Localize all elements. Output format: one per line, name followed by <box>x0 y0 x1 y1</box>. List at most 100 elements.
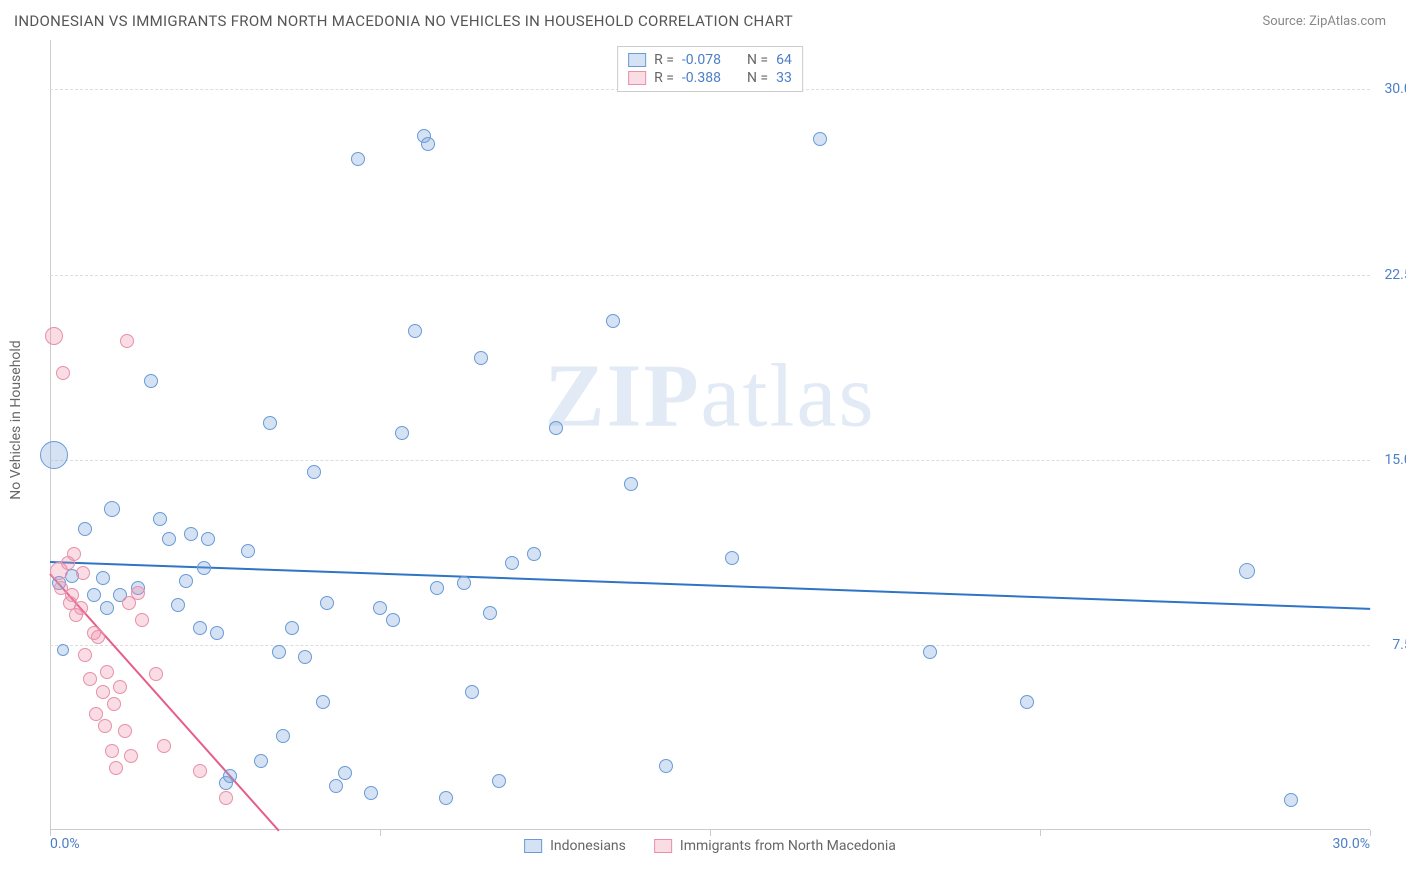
y-axis-label: No Vehicles in Household <box>8 340 24 499</box>
watermark: ZIPatlas <box>545 344 876 447</box>
data-point <box>1020 695 1034 709</box>
data-point <box>421 137 435 151</box>
data-point <box>298 650 312 664</box>
data-point <box>91 630 105 644</box>
data-point <box>316 695 330 709</box>
r-label: R = <box>654 52 674 68</box>
data-point <box>505 556 519 570</box>
data-point <box>351 152 365 166</box>
n-label: N = <box>747 52 768 68</box>
scatter-plot: ZIPatlas 7.5%15.0%22.5%30.0%0.0%30.0% <box>50 40 1370 830</box>
data-point <box>78 522 92 536</box>
legend-swatch <box>628 71 646 85</box>
data-point <box>100 665 114 679</box>
x-tick-label: 30.0% <box>1332 836 1370 852</box>
data-point <box>171 598 185 612</box>
y-axis-line <box>50 40 51 830</box>
data-point <box>184 527 198 541</box>
data-point <box>131 586 145 600</box>
legend-row: R =-0.388N =33 <box>628 69 792 87</box>
data-point <box>100 601 114 615</box>
legend-swatch <box>628 53 646 67</box>
data-point <box>118 724 132 738</box>
data-point <box>149 667 163 681</box>
data-point <box>272 645 286 659</box>
data-point <box>45 327 63 345</box>
data-point <box>320 596 334 610</box>
data-point <box>104 501 120 517</box>
data-point <box>105 744 119 758</box>
data-point <box>98 719 112 733</box>
data-point <box>373 601 387 615</box>
data-point <box>201 532 215 546</box>
data-point <box>157 739 171 753</box>
data-point <box>923 645 937 659</box>
legend-swatch <box>524 839 542 853</box>
y-tick-label: 7.5% <box>1392 637 1406 653</box>
data-point <box>338 766 352 780</box>
x-tick <box>380 830 381 836</box>
data-point <box>57 644 69 656</box>
data-point <box>193 764 207 778</box>
y-tick-label: 30.0% <box>1384 81 1406 97</box>
data-point <box>276 729 290 743</box>
data-point <box>527 547 541 561</box>
data-point <box>285 621 299 635</box>
legend-swatch <box>654 839 672 853</box>
x-tick <box>1370 830 1371 836</box>
data-point <box>725 551 739 565</box>
data-point <box>263 416 277 430</box>
data-point <box>40 441 68 469</box>
data-point <box>89 707 103 721</box>
data-point <box>364 786 378 800</box>
data-point <box>162 532 176 546</box>
chart-title: INDONESIAN VS IMMIGRANTS FROM NORTH MACE… <box>14 12 793 30</box>
n-label: N = <box>747 70 768 86</box>
x-tick <box>1040 830 1041 836</box>
data-point <box>210 626 224 640</box>
data-point <box>1284 793 1298 807</box>
data-point <box>408 324 422 338</box>
r-label: R = <box>654 70 674 86</box>
data-point <box>109 761 123 775</box>
data-point <box>219 791 233 805</box>
data-point <box>83 672 97 686</box>
data-point <box>606 314 620 328</box>
data-point <box>67 547 81 561</box>
data-point <box>193 621 207 635</box>
data-point <box>96 571 110 585</box>
gridline-h <box>50 460 1370 461</box>
gridline-h <box>50 275 1370 276</box>
legend-item: Immigrants from North Macedonia <box>654 838 896 854</box>
data-point <box>96 685 110 699</box>
x-tick-label: 0.0% <box>50 836 80 852</box>
trend-line <box>50 561 1370 610</box>
data-point <box>465 685 479 699</box>
data-point <box>78 648 92 662</box>
data-point <box>439 791 453 805</box>
data-point <box>179 574 193 588</box>
data-point <box>197 561 211 575</box>
data-point <box>813 132 827 146</box>
y-tick-label: 15.0% <box>1384 452 1406 468</box>
data-point <box>386 613 400 627</box>
data-point <box>241 544 255 558</box>
x-tick <box>710 830 711 836</box>
data-point <box>223 769 237 783</box>
data-point <box>153 512 167 526</box>
data-point <box>135 613 149 627</box>
legend-correlation: R =-0.078N =64R =-0.388N =33 <box>617 46 803 92</box>
gridline-h <box>50 645 1370 646</box>
data-point <box>430 581 444 595</box>
data-point <box>307 465 321 479</box>
legend-label: Immigrants from North Macedonia <box>680 838 896 854</box>
legend-series: Indonesians Immigrants from North Macedon… <box>524 838 896 854</box>
data-point <box>474 351 488 365</box>
data-point <box>87 588 101 602</box>
data-point <box>254 754 268 768</box>
data-point <box>549 421 563 435</box>
r-value: -0.388 <box>682 70 721 86</box>
data-point <box>65 588 79 602</box>
legend-label: Indonesians <box>550 838 626 854</box>
data-point <box>329 779 343 793</box>
